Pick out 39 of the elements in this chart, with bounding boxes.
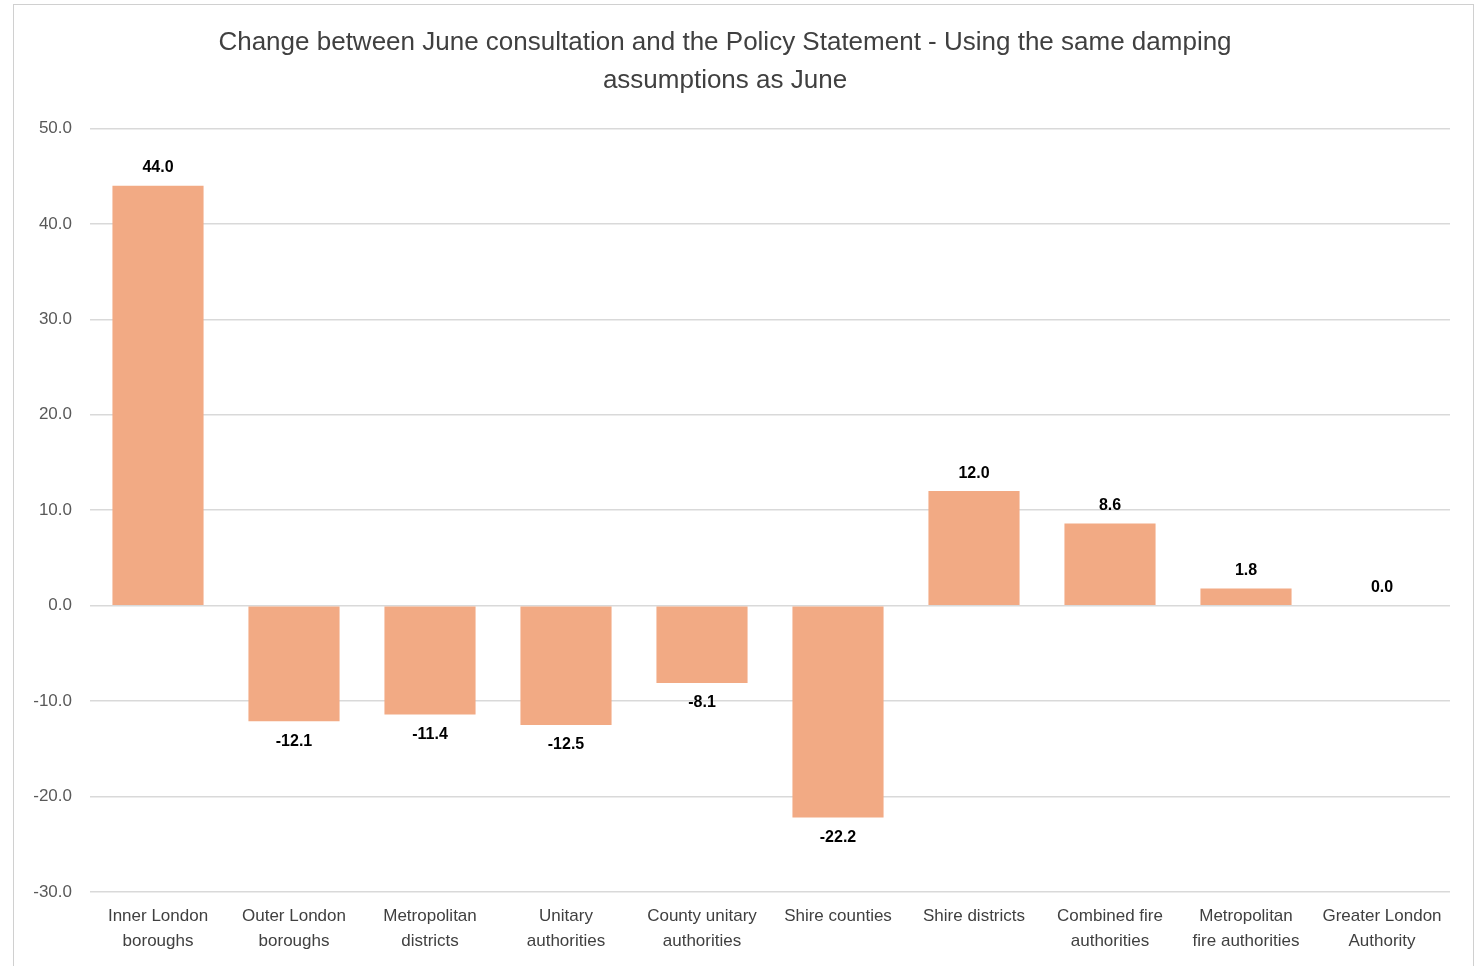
y-tick-label: -20.0	[33, 786, 72, 806]
data-label: 1.8	[1234, 560, 1258, 578]
y-tick-label: 0.0	[48, 595, 72, 615]
data-label: 0.0	[1370, 578, 1394, 596]
data-label: 44.0	[142, 158, 174, 176]
bar	[248, 606, 340, 722]
bar	[112, 185, 204, 605]
data-label: 12.0	[958, 463, 990, 481]
y-tick-label: 20.0	[38, 404, 72, 424]
y-tick-label: 40.0	[38, 213, 72, 233]
bar	[928, 491, 1020, 605]
x-tick-label: Metropolitan fire authorities	[1192, 906, 1300, 950]
data-label: 8.6	[1098, 495, 1122, 513]
chart-title: Change between June consultation and the Policy Statement - Using the same damping assumptions as June	[218, 26, 1232, 94]
x-tick-label: County unitary authorities	[647, 906, 758, 950]
bar	[1064, 523, 1156, 605]
bar	[792, 606, 884, 818]
x-tick-label: Inner London boroughs	[107, 906, 209, 950]
x-tick-label: Outer London boroughs	[242, 906, 346, 950]
data-label: -22.2	[819, 827, 857, 845]
data-label: -11.4	[412, 724, 448, 742]
x-tick-label: Shire districts	[922, 906, 1026, 926]
bar	[1200, 588, 1292, 605]
data-label: -12.1	[275, 731, 313, 749]
data-label: -8.1	[688, 693, 716, 711]
y-tick-label: 10.0	[38, 499, 72, 519]
x-tick-label: Shire counties	[784, 906, 892, 926]
bar	[520, 606, 612, 725]
x-tick-label: Unitary authorities	[526, 906, 606, 950]
x-tick-label: Metropolitan districts	[383, 906, 477, 950]
data-label: -12.5	[547, 735, 585, 753]
y-tick-label: 30.0	[38, 308, 72, 328]
x-tick-label: Greater London Authority	[1322, 906, 1442, 950]
bar	[656, 606, 748, 683]
y-tick-label: 50.0	[38, 118, 72, 138]
bar	[384, 606, 476, 715]
y-tick-label: -30.0	[33, 881, 72, 901]
x-tick-label: Combined fire authorities	[1057, 906, 1163, 950]
y-tick-label: -10.0	[33, 690, 72, 710]
